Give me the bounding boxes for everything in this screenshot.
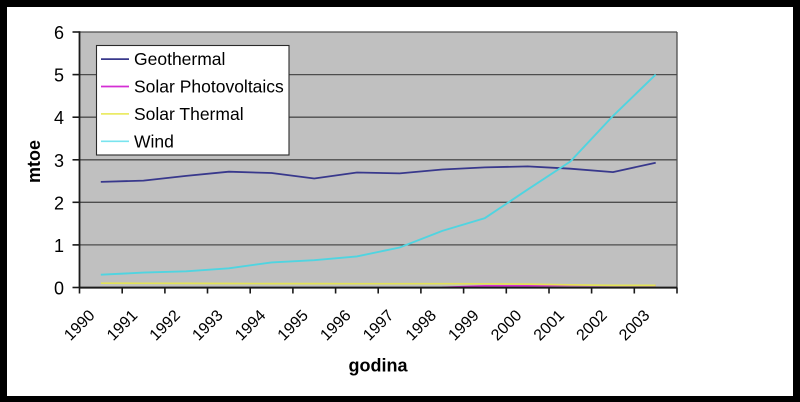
svg-text:mtoe: mtoe — [24, 140, 44, 183]
svg-text:6: 6 — [54, 23, 64, 43]
svg-text:1999: 1999 — [445, 307, 482, 344]
svg-text:2: 2 — [54, 193, 64, 213]
svg-text:Solar Thermal: Solar Thermal — [134, 104, 244, 124]
svg-text:1990: 1990 — [61, 307, 98, 344]
svg-text:2003: 2003 — [616, 307, 653, 344]
svg-text:3: 3 — [54, 151, 64, 171]
svg-text:1993: 1993 — [189, 307, 226, 344]
svg-text:Solar Photovoltaics: Solar Photovoltaics — [134, 77, 284, 97]
svg-text:1997: 1997 — [360, 307, 397, 344]
svg-text:0: 0 — [54, 278, 64, 298]
svg-text:2000: 2000 — [488, 307, 525, 344]
svg-text:4: 4 — [54, 108, 64, 128]
svg-text:1991: 1991 — [104, 307, 141, 344]
svg-text:5: 5 — [54, 66, 64, 86]
svg-text:1998: 1998 — [403, 307, 440, 344]
svg-text:Geothermal: Geothermal — [134, 49, 225, 69]
svg-text:2001: 2001 — [531, 307, 568, 344]
svg-text:1994: 1994 — [232, 307, 269, 344]
svg-text:1996: 1996 — [317, 307, 354, 344]
svg-text:2002: 2002 — [574, 307, 611, 344]
svg-text:1995: 1995 — [275, 307, 312, 344]
svg-text:Wind: Wind — [134, 132, 174, 152]
svg-text:godina: godina — [349, 356, 409, 376]
svg-text:1992: 1992 — [147, 307, 184, 344]
svg-text:1: 1 — [54, 236, 64, 256]
